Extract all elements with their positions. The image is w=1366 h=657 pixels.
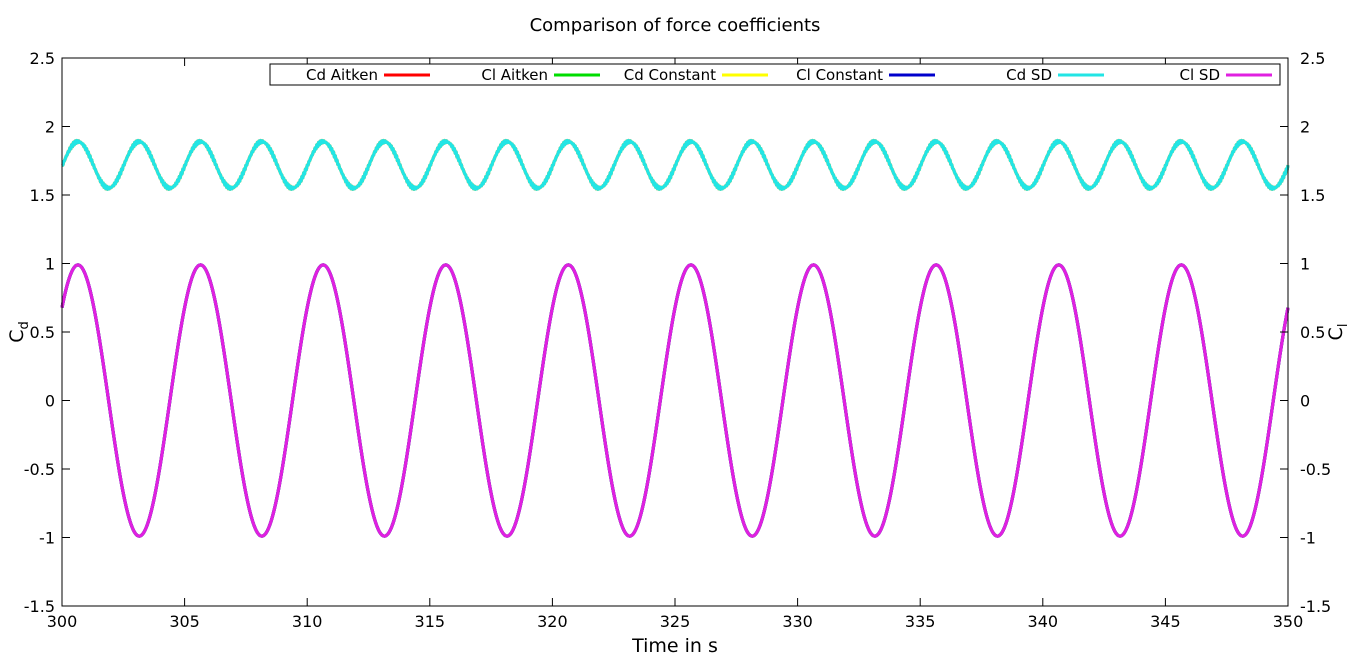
y-tick-label-right: 2.5 [1300,49,1325,68]
y-tick-label-left: 0 [45,392,55,411]
chart-title: Comparison of force coefficients [530,15,821,36]
y-tick-label-left: 2.5 [30,49,55,68]
x-tick-label: 325 [660,612,691,631]
y-tick-label-left: -0.5 [24,460,55,479]
y-tick-label-right: 0.5 [1300,323,1325,342]
legend-entries: Cd Aitken Cl Aitken Cd Constant Cl Constant… [306,66,1272,84]
y-axis-label-right: Cl [1325,324,1351,341]
y-tick-label-left: 0.5 [30,323,55,342]
y-tick-label-right: -1.5 [1300,597,1331,616]
x-tick-label: 300 [47,612,78,631]
y-tick-label-right: 2 [1300,118,1310,137]
y-axis-label-right-sub: l [1336,324,1351,328]
y-tick-label-right: 0 [1300,392,1310,411]
x-tick-label: 315 [415,612,446,631]
legend-label-5: Cl SD [1180,66,1220,84]
y-tick-label-right: -1 [1300,529,1316,548]
x-tick-label: 350 [1273,612,1304,631]
y-tick-label-right: 1 [1300,255,1310,274]
legend-label-4: Cd SD [1006,66,1052,84]
y-axis-label-left-base: C [6,329,28,342]
legend-box [269,63,1281,86]
x-tick-label: 330 [782,612,813,631]
y-tick-label-left: 2 [45,118,55,137]
y-tick-label-right: 1.5 [1300,186,1325,205]
y-tick-label-left: 1 [45,255,55,274]
y-axis-label-left-sub: d [17,321,32,329]
plot-frame [61,57,1289,607]
y-tick-label-left: -1.5 [24,597,55,616]
y-tick-label-left: -1 [39,529,55,548]
x-tick-label: 335 [905,612,936,631]
x-tick-label: 310 [292,612,323,631]
legend-label-2: Cd Constant [624,66,716,84]
y-axis-label-left: Cd [6,321,32,343]
y-tick-label-left: 1.5 [30,186,55,205]
x-tick-label: 340 [1028,612,1059,631]
x-axis: 300 305 310 315 320 325 330 335 340 345 350 [47,58,1304,631]
x-axis-label: Time in s [631,635,718,657]
x-tick-label: 305 [169,612,200,631]
y-axis-right: -1.5 -1 -0.5 0 0.5 1 1.5 2 2.5 [1280,49,1331,616]
x-tick-label: 320 [537,612,568,631]
legend-label-3: Cl Constant [796,66,883,84]
y-axis-left: -1.5 -1 -0.5 0 0.5 1 1.5 2 2.5 [24,49,70,616]
series-line-4 [61,138,1290,191]
y-tick-label-right: -0.5 [1300,460,1331,479]
series-layer [60,138,1290,538]
x-tick-label: 345 [1150,612,1181,631]
legend-label-1: Cl Aitken [481,66,548,84]
legend: Cd Aitken Cl Aitken Cd Constant Cl Constant… [269,63,1281,86]
series-line-5 [60,263,1290,538]
y-axis-label-right-base: C [1325,327,1347,340]
legend-label-0: Cd Aitken [306,66,378,84]
